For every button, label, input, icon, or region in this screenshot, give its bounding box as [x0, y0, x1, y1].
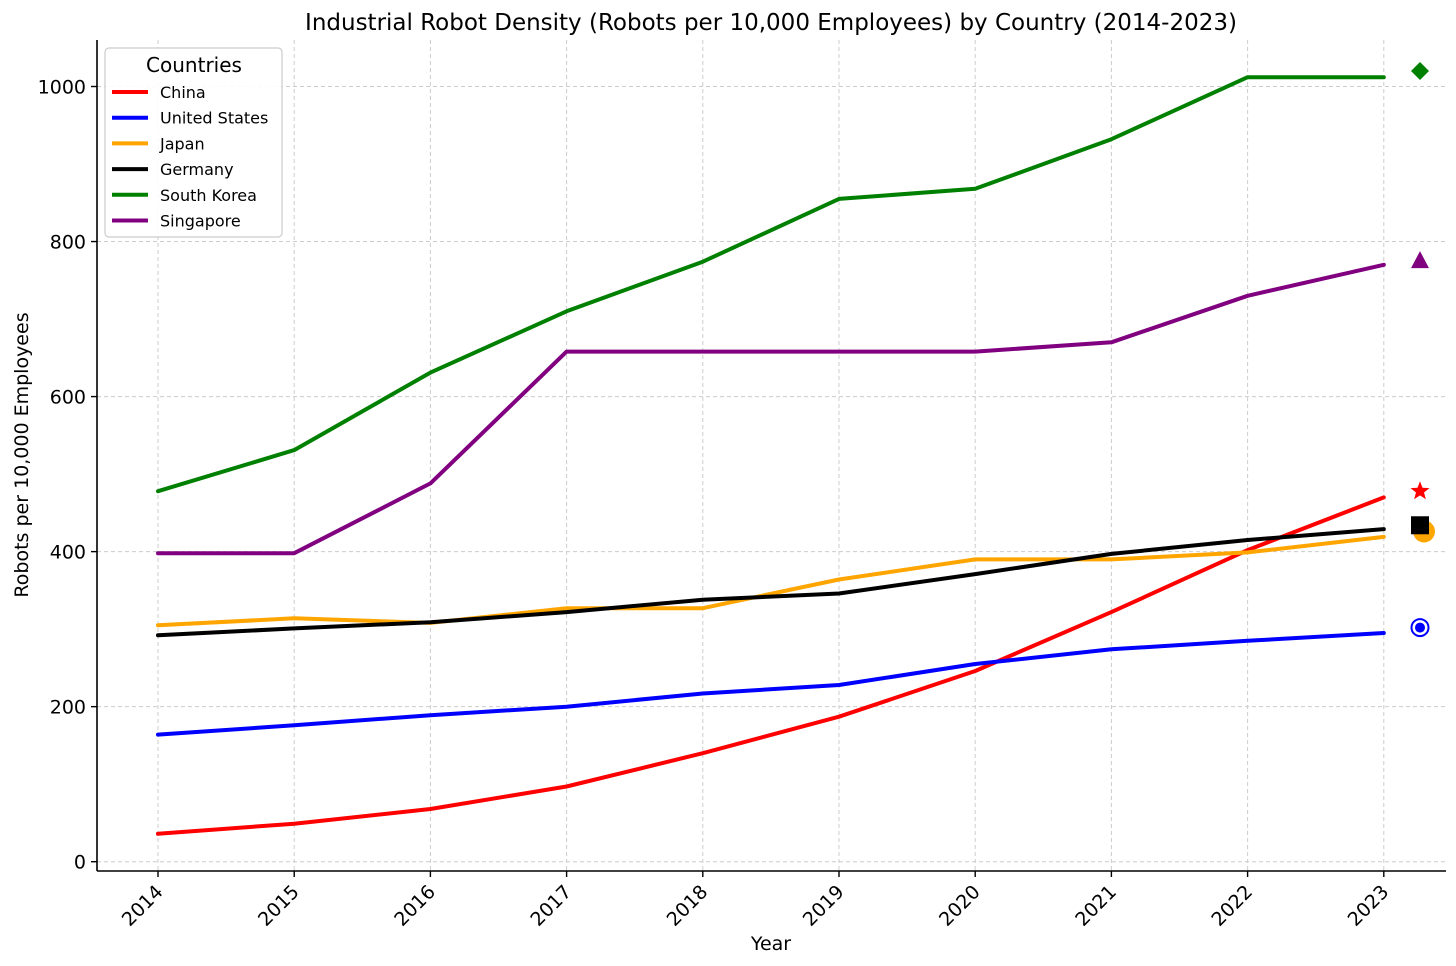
x-tick-label: 2020	[935, 881, 985, 931]
series-line-japan	[156, 534, 1386, 628]
x-tick-label: 2016	[390, 881, 440, 931]
legend-label-china: China	[160, 83, 206, 102]
y-tick-label: 400	[50, 542, 86, 564]
x-tick-label: 2022	[1207, 881, 1257, 931]
end-markers	[1410, 62, 1435, 638]
y-tick-label: 800	[50, 232, 86, 254]
series-line-singapore	[156, 262, 1386, 556]
legend-label-singapore: Singapore	[160, 212, 241, 231]
x-tick-label: 2014	[118, 881, 168, 931]
legend-items: China United States Japan Germany South Kore…	[112, 83, 268, 231]
x-tick-label: 2018	[663, 881, 713, 931]
series-line-china	[156, 495, 1386, 836]
end-marker-germany	[1411, 516, 1429, 535]
grid-lines	[97, 40, 1446, 871]
x-axis-label: Year	[750, 933, 791, 955]
axes	[96, 40, 1446, 872]
y-tick-label: 200	[50, 697, 86, 719]
chart-title: Industrial Robot Density (Robots per 10,…	[305, 10, 1237, 36]
x-tick-label: 2021	[1071, 881, 1121, 931]
end-marker-south-korea	[1411, 62, 1429, 81]
y-tick-label: 600	[50, 387, 86, 409]
series-lines	[156, 75, 1386, 836]
series-line-germany	[156, 527, 1386, 638]
legend-label-united-states: United States	[160, 109, 268, 128]
end-marker-united-states-center	[1415, 622, 1425, 633]
x-tick-label: 2019	[799, 881, 849, 931]
x-tick-label: 2015	[254, 881, 304, 931]
legend-label-south-korea: South Korea	[160, 186, 257, 205]
x-tick-label: 2023	[1344, 881, 1394, 931]
legend-title: Countries	[146, 53, 242, 77]
series-line-south-korea	[156, 75, 1386, 494]
x-tick-label: 2017	[526, 881, 576, 931]
legend-label-germany: Germany	[160, 160, 234, 179]
end-marker-china	[1410, 481, 1430, 500]
end-marker-singapore	[1411, 251, 1429, 269]
y-axis-label: Robots per 10,000 Employees	[11, 312, 33, 597]
series-line-united-states	[156, 631, 1386, 737]
y-tick-label: 0	[74, 852, 86, 874]
legend-label-japan: Japan	[159, 134, 205, 153]
legend-box	[104, 47, 283, 238]
legend: Countries China United States Japan Germany…	[104, 47, 283, 238]
y-tick-label: 1000	[38, 77, 86, 99]
